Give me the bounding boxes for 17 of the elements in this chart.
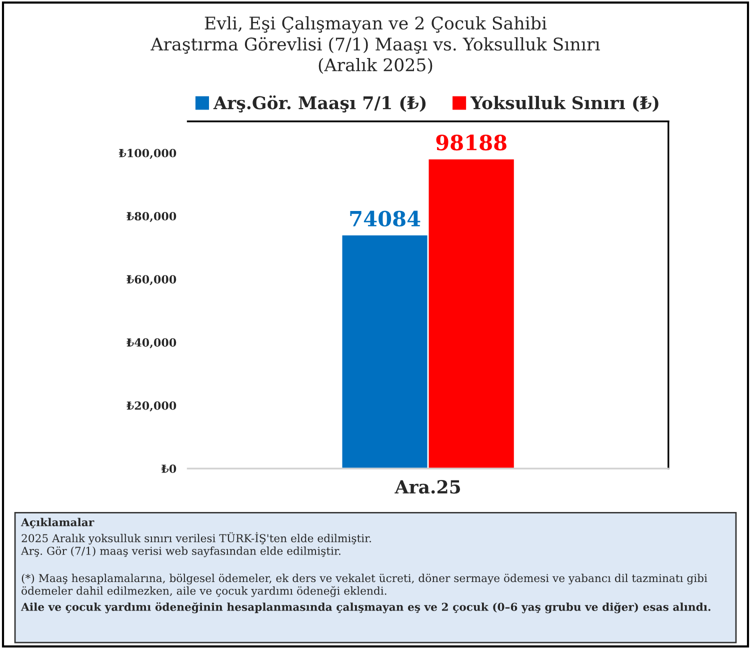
x-tick-label: Ara.25 xyxy=(394,480,460,494)
text: (*) Maaş hesaplamalarına, bölgesel ödemeler, ek ders ve vekalet ücreti, döner sermaye ödemesi ve yabancı dil tazminatı gibi ödemeler dahil edilmezken, aile ve çocuk yardımı ödeneği eklendi. xyxy=(22,574,708,598)
data-label: 74084 xyxy=(350,210,420,227)
y-tick-label: ₺80,000 xyxy=(126,212,176,222)
legend-label: Yoksulluk Sınırı (₺) xyxy=(470,96,658,112)
legend-label: Arş.Gör. Maaşı 7/1 (₺) xyxy=(213,95,426,112)
y-tick-label: ₺0 xyxy=(161,464,176,473)
y-tick-label: ₺40,000 xyxy=(126,338,176,348)
data-label: 98188 xyxy=(436,134,506,150)
text: Aile ve çocuk yardımı ödeneğinin hesaplanmasında çalışmayan eş ve 2 çocuk (0–6 yaş grubu ve diğer) esas alındı. xyxy=(20,602,710,614)
y-tick-label: ₺20,000 xyxy=(126,401,176,412)
y-tick-label: ₺60,000 xyxy=(126,275,176,286)
text: Arş. Gör (7/1) maaş verisi web sayfasından elde edilmiştir. xyxy=(20,546,340,558)
text: 2025 Aralık yoksulluk sınırı verilesi TÜRK-İŞ'ten elde edilmiştir. xyxy=(22,532,371,545)
text: Açıklamalar xyxy=(20,518,94,528)
chart-title: Evli, Eşi Çalışmayan ve 2 Çocuk Sahibi Araştırma Görevlisi (7/1) Maaşı vs. Yoksulluk Sınırı (Aralık 2025) xyxy=(150,16,600,74)
y-tick-label: ₺100,000 xyxy=(118,148,176,159)
